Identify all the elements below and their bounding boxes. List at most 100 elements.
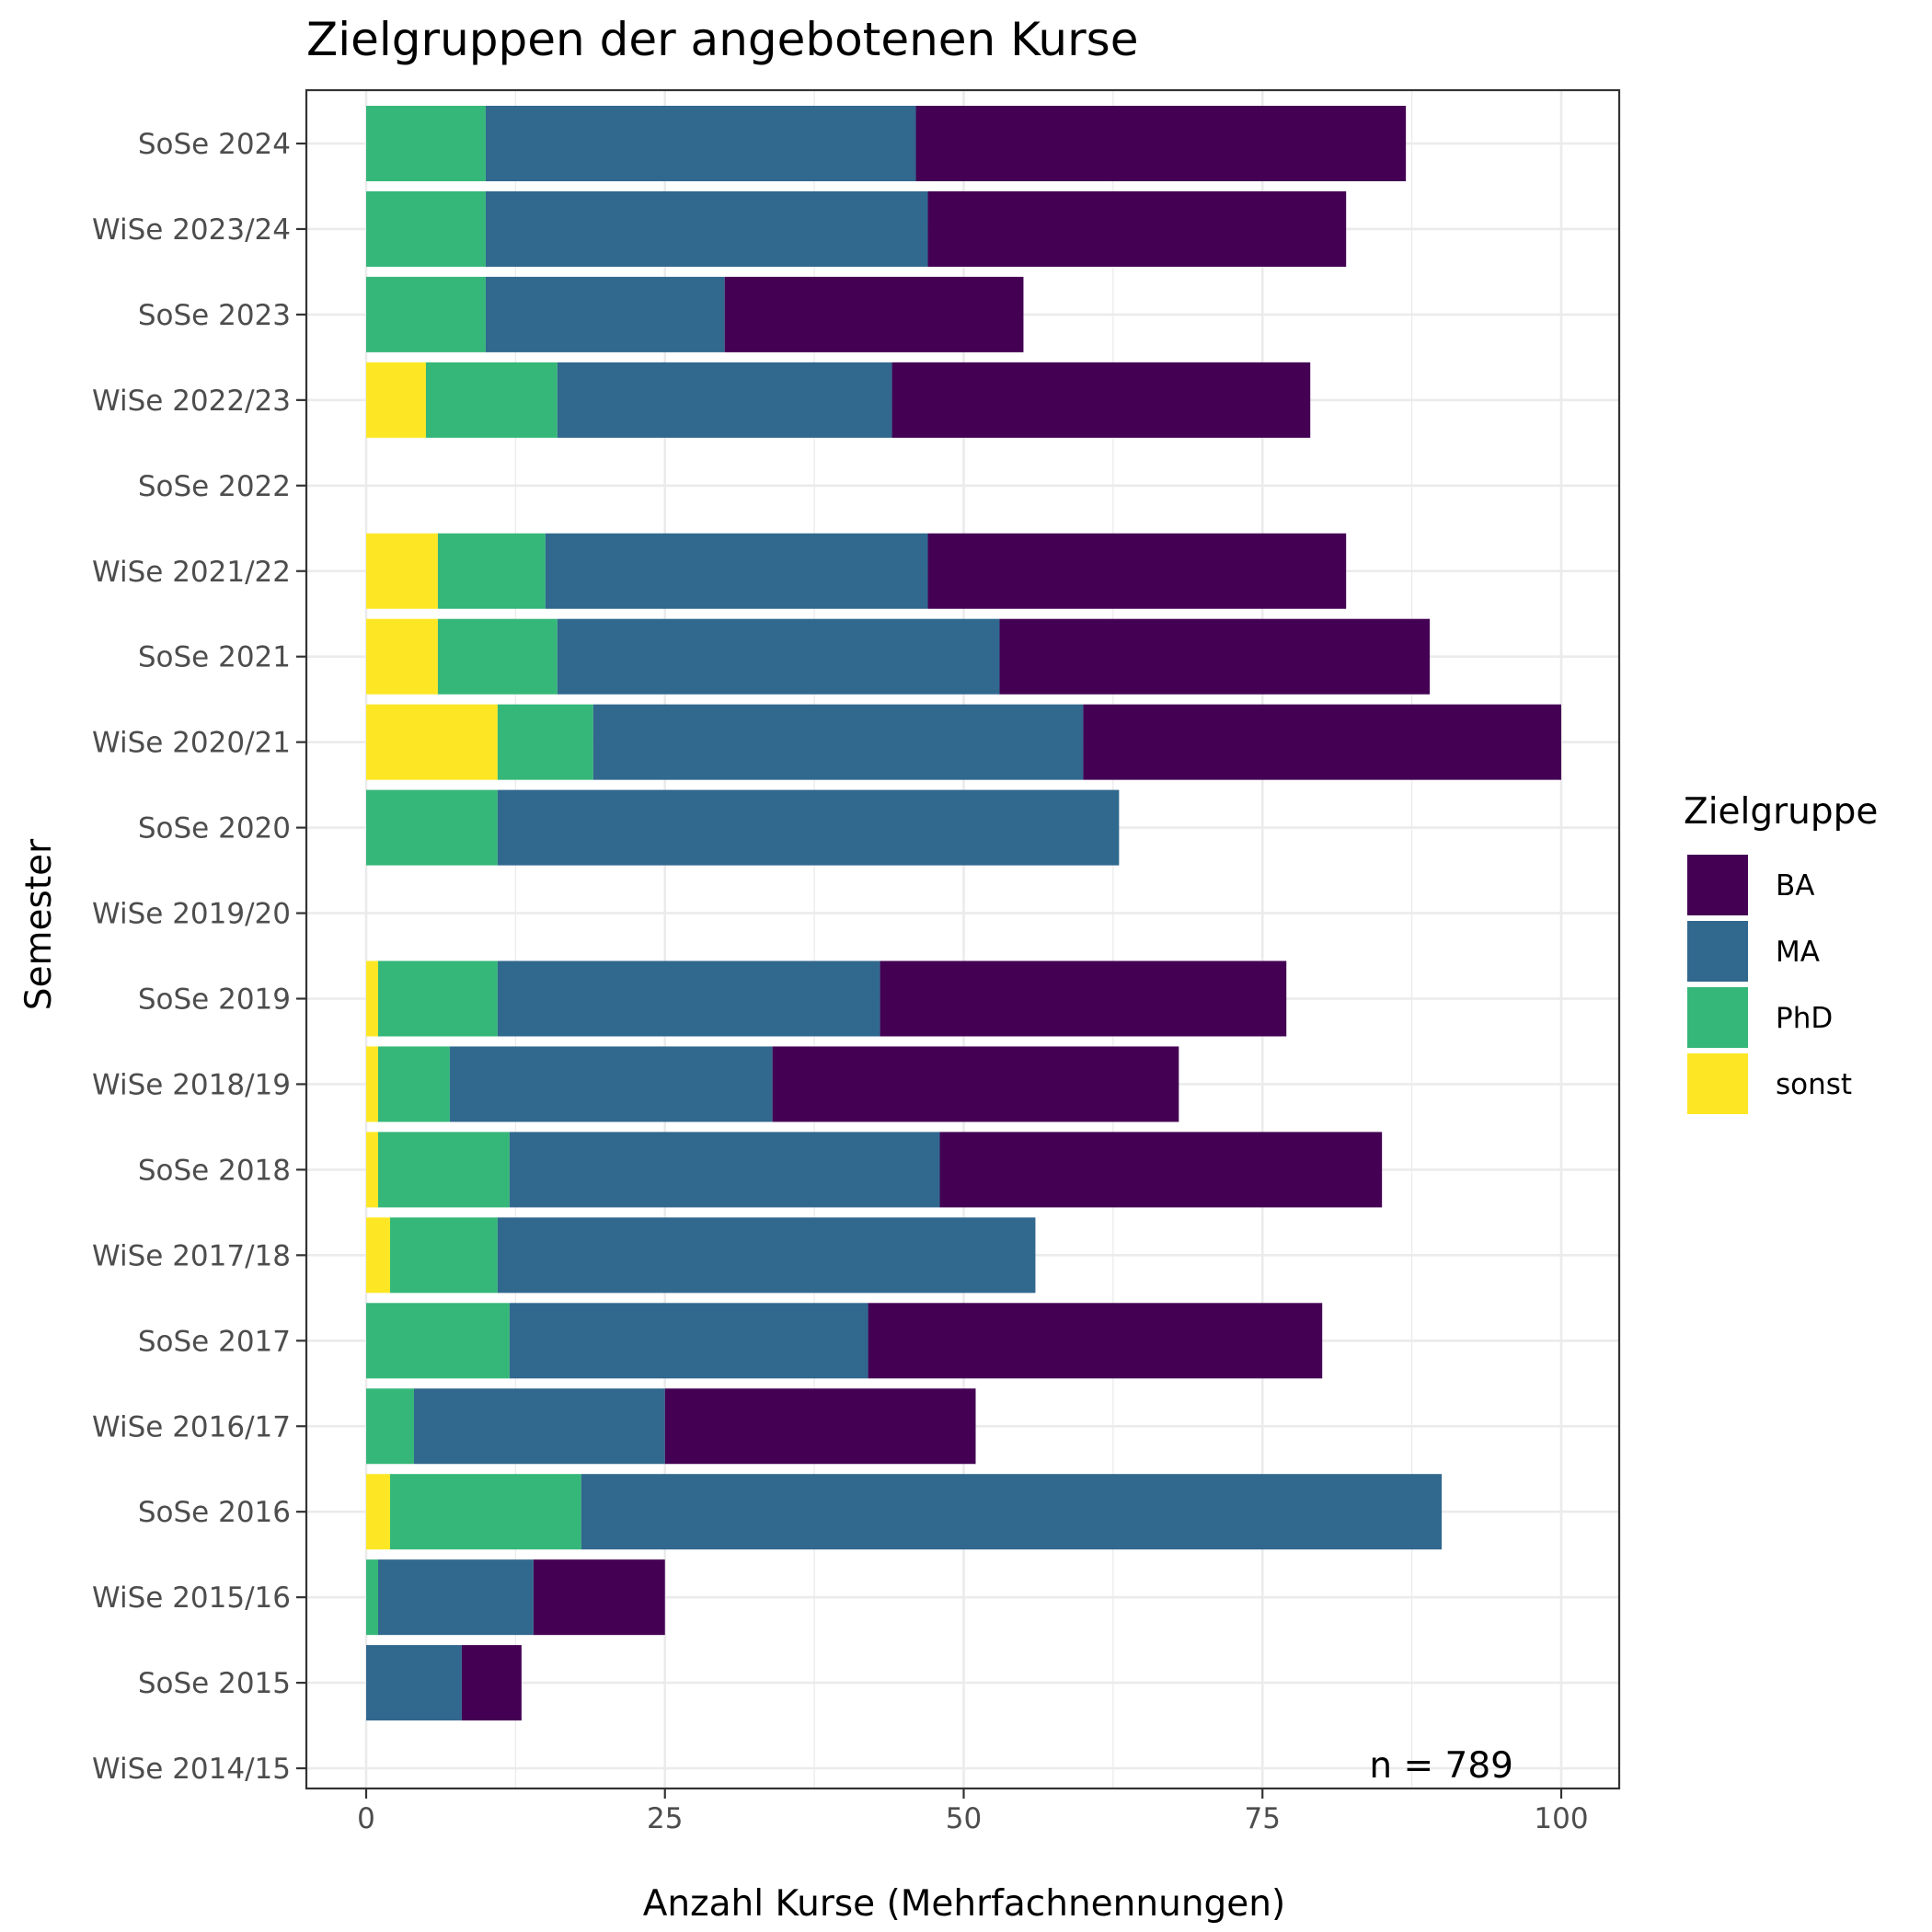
legend-key-ba: [1687, 855, 1748, 915]
bar-segment-sonst: [366, 1046, 378, 1122]
bar-segment-ba: [868, 1303, 1323, 1379]
bar-segment-phd: [437, 533, 546, 609]
bar-segment-sonst: [366, 1217, 390, 1294]
bar-segment-ma: [581, 1474, 1443, 1550]
y-tick-label: WiSe 2021/22: [92, 556, 291, 589]
y-tick-label: SoSe 2023: [138, 299, 291, 332]
y-tick-label: SoSe 2022: [138, 470, 291, 503]
chart-title: Zielgruppen der angebotenen Kurse: [306, 13, 1138, 66]
bar-segment-ma: [485, 106, 916, 181]
bar-segment-phd: [366, 1303, 510, 1379]
bar-segment-sonst: [366, 362, 426, 438]
bar-segment-phd: [366, 190, 486, 267]
y-tick-label: WiSe 2018/19: [92, 1068, 291, 1101]
y-tick-label: WiSe 2014/15: [92, 1753, 291, 1786]
bar-segment-sonst: [366, 618, 438, 695]
bar-segment-ba: [533, 1559, 665, 1636]
bar-segment-ba: [664, 1388, 976, 1465]
x-axis-title: Anzahl Kurse (Mehrfachnennungen): [643, 1883, 1285, 1925]
bar-segment-ba: [461, 1645, 522, 1721]
bar-segment-phd: [366, 1388, 414, 1465]
bar-segment-sonst: [366, 533, 438, 609]
bar-segment-ma: [485, 276, 725, 352]
y-tick-label: WiSe 2017/18: [92, 1239, 291, 1272]
legend-label-ba: BA: [1776, 869, 1814, 903]
y-tick-label: WiSe 2020/21: [92, 727, 291, 760]
bar-segment-ma: [366, 1645, 462, 1721]
legend-key-ma: [1687, 921, 1748, 982]
bar-segment-ma: [497, 1217, 1036, 1294]
bar-segment-phd: [425, 362, 558, 438]
bar-segment-ba: [880, 960, 1287, 1037]
x-tick-label: 75: [1245, 1802, 1281, 1835]
bar-segment-phd: [389, 1474, 581, 1550]
y-tick-label: WiSe 2023/24: [92, 213, 291, 247]
y-tick-label: WiSe 2016/17: [92, 1410, 291, 1443]
bar-segment-sonst: [366, 1474, 390, 1550]
bar-segment-ma: [592, 704, 1084, 780]
y-tick-label: SoSe 2016: [138, 1496, 291, 1529]
bar-segment-ba: [1083, 704, 1561, 780]
y-tick-label: SoSe 2015: [138, 1667, 291, 1700]
legend-key-sonst: [1687, 1053, 1748, 1114]
y-tick-label: WiSe 2019/20: [92, 898, 291, 931]
bar-segment-ba: [927, 190, 1347, 267]
bar-segment-ma: [497, 960, 880, 1037]
legend: Zielgruppe BA MA PhD sonst: [1684, 791, 1878, 1114]
x-tick-label: 0: [357, 1802, 375, 1835]
y-tick-label: SoSe 2018: [138, 1154, 291, 1187]
bar-segment-ma: [509, 1132, 940, 1208]
bar-segment-ba: [772, 1046, 1179, 1122]
y-tick-label: SoSe 2019: [138, 983, 291, 1017]
x-tick-label: 100: [1534, 1802, 1588, 1835]
y-axis: SoSe 2024 WiSe 2023/24 SoSe 2023 WiSe 2022/…: [92, 128, 306, 1786]
y-tick-label: SoSe 2017: [138, 1325, 291, 1358]
bar-segment-ma: [485, 190, 928, 267]
bar-segment-phd: [366, 1559, 378, 1636]
bar-segment-ma: [509, 1303, 868, 1379]
legend-label-phd: PhD: [1776, 1002, 1833, 1035]
bar-segment-ba: [939, 1132, 1383, 1208]
bar-segment-ma: [497, 789, 1120, 866]
bar-segment-ma: [557, 618, 1000, 695]
y-tick-label: SoSe 2020: [138, 812, 291, 845]
x-tick-label: 25: [647, 1802, 683, 1835]
legend-label-ma: MA: [1776, 936, 1820, 969]
bar-segment-phd: [437, 618, 558, 695]
bar-segment-sonst: [366, 1132, 378, 1208]
y-tick-label: WiSe 2015/16: [92, 1581, 291, 1615]
bar-segment-ba: [724, 276, 1024, 352]
bar-segment-sonst: [366, 960, 378, 1037]
legend-label-sonst: sonst: [1776, 1068, 1852, 1101]
bar-segment-phd: [366, 789, 498, 866]
bar-segment-ma: [413, 1388, 665, 1465]
bars: [366, 106, 1561, 1721]
bar-segment-ma: [377, 1559, 534, 1636]
y-tick-label: WiSe 2022/23: [92, 385, 291, 418]
y-axis-title: Semester: [18, 838, 60, 1010]
sample-size-note: n = 789: [1369, 1745, 1513, 1787]
x-axis: 0 25 50 75 100: [357, 1788, 1589, 1835]
bar-segment-phd: [366, 106, 486, 181]
bar-segment-phd: [377, 1132, 510, 1208]
bar-segment-phd: [377, 960, 498, 1037]
bar-segment-ba: [927, 533, 1347, 609]
bar-segment-ba: [891, 362, 1311, 438]
bar-segment-sonst: [366, 704, 498, 780]
bar-segment-ma: [557, 362, 892, 438]
bar-segment-phd: [389, 1217, 498, 1294]
bar-segment-phd: [497, 704, 593, 780]
bar-segment-phd: [366, 276, 486, 352]
bar-segment-ba: [999, 618, 1431, 695]
x-tick-label: 50: [946, 1802, 982, 1835]
y-tick-label: SoSe 2024: [138, 128, 291, 161]
bar-segment-ba: [915, 106, 1407, 181]
legend-key-phd: [1687, 987, 1748, 1048]
bar-segment-phd: [377, 1046, 450, 1122]
bar-segment-ma: [545, 533, 928, 609]
y-tick-label: SoSe 2021: [138, 641, 291, 674]
bar-segment-ma: [449, 1046, 773, 1122]
legend-title: Zielgruppe: [1684, 791, 1878, 833]
